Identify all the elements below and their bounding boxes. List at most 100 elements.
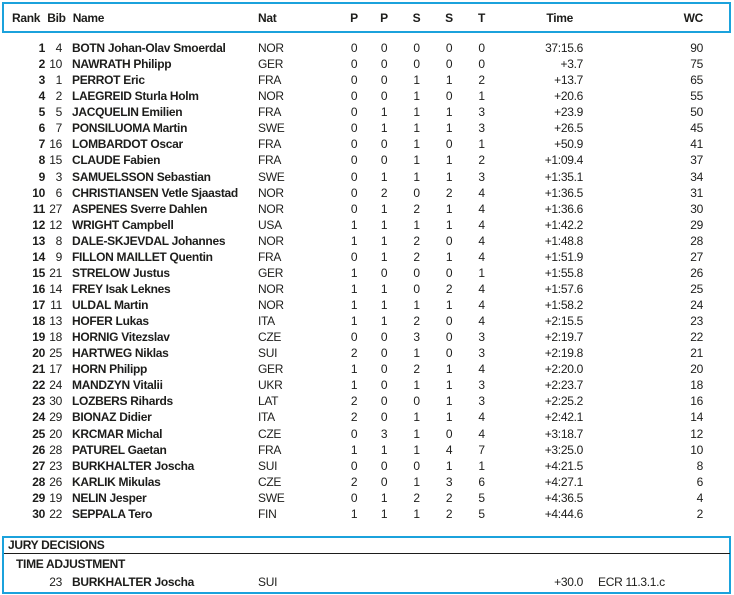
col-header-nat: Nat	[258, 10, 277, 25]
p2-cell: 1	[380, 490, 388, 505]
total-cell: 4	[478, 217, 485, 232]
s1-cell: 0	[413, 41, 420, 55]
p2-cell: 1	[380, 314, 388, 329]
s1-cell: 1	[413, 121, 420, 136]
total-cell: 1	[478, 458, 485, 473]
p1-cell: 1	[350, 378, 358, 393]
s2-cell: 4	[445, 442, 453, 457]
s2-cell: 1	[445, 217, 453, 232]
bib-cell: 26	[49, 474, 62, 489]
bib-cell: 25	[49, 346, 62, 361]
time-cell: +3:18.7	[544, 426, 584, 441]
wc-cell: 23	[690, 314, 703, 329]
time-cell: +2:23.7	[544, 378, 584, 393]
name-cell: NAWRATH Philipp	[72, 57, 172, 72]
bib-cell: 18	[49, 330, 62, 345]
result-row: 25 20 KRCMAR Michal CZE 0 3 1 0 4 +3:18.7 12	[0, 426, 734, 442]
rank-cell: 23	[32, 394, 45, 409]
s1-cell: 0	[413, 265, 420, 280]
result-row: 5 5 JACQUELIN Emilien FRA 0 1 1 1 3 +23.9 50	[0, 104, 734, 120]
bib-cell: 24	[49, 378, 62, 393]
bib-cell: 12	[49, 217, 62, 232]
time-cell: +20.6	[554, 89, 583, 104]
result-row: 8 15 CLAUDE Fabien FRA 0 0 1 1 2 +1:09.4 37	[0, 152, 734, 168]
s2-cell: 1	[445, 362, 453, 377]
p2-cell: 0	[380, 41, 388, 55]
p2-cell: 0	[380, 73, 388, 88]
total-cell: 4	[478, 426, 485, 441]
total-cell: 4	[478, 249, 485, 264]
rank-cell: 24	[32, 410, 45, 425]
p2-cell: 1	[380, 249, 388, 264]
p1-cell: 0	[350, 153, 358, 168]
col-header-total: T	[477, 10, 486, 25]
time-cell: +4:21.5	[544, 458, 584, 473]
s1-cell: 1	[413, 73, 420, 88]
name-cell: ASPENES Sverre Dahlen	[72, 201, 208, 216]
rank-cell: 7	[38, 137, 46, 152]
nat-cell: NOR	[258, 89, 284, 104]
bib-cell: 7	[55, 121, 63, 136]
col-header-wc: WC	[683, 10, 704, 25]
total-cell: 4	[478, 201, 485, 216]
p2-cell: 0	[380, 89, 388, 104]
bib-cell: 30	[49, 394, 62, 409]
p1-cell: 0	[350, 73, 358, 88]
p2-cell: 2	[380, 185, 388, 200]
s2-cell: 0	[445, 41, 453, 55]
p2-cell: 0	[380, 394, 388, 409]
nat-cell: ITA	[258, 314, 275, 329]
name-cell: WRIGHT Campbell	[72, 217, 174, 232]
bib-cell: 14	[49, 281, 62, 296]
name-cell: SAMUELSSON Sebastian	[72, 169, 211, 184]
total-cell: 4	[478, 185, 485, 200]
name-cell: LOMBARDOT Oscar	[72, 137, 183, 152]
bib-cell: 11	[50, 298, 62, 312]
wc-cell: 45	[690, 121, 703, 136]
result-row: 21 17 HORN Philipp GER 1 0 2 1 4 +2:20.0 20	[0, 361, 734, 377]
rank-cell: 16	[32, 281, 45, 296]
rank-cell: 3	[38, 73, 46, 88]
total-cell: 6	[478, 474, 485, 489]
nat-cell: SUI	[258, 575, 278, 589]
time-cell: +2:42.1	[544, 410, 584, 425]
rank-cell: 25	[32, 426, 45, 441]
wc-cell: 22	[690, 330, 703, 345]
total-cell: 5	[478, 490, 485, 505]
nat-cell: GER	[258, 265, 284, 280]
bib-cell: 15	[49, 153, 62, 168]
wc-cell: 31	[690, 185, 703, 200]
bib-cell: 1	[55, 73, 63, 88]
s2-cell: 1	[445, 410, 453, 425]
p1-cell: 0	[350, 249, 358, 264]
nat-cell: SUI	[258, 458, 278, 473]
p1-cell: 1	[350, 233, 358, 248]
s2-cell: 0	[445, 137, 453, 152]
p1-cell: 1	[350, 298, 358, 312]
s1-cell: 2	[413, 314, 420, 329]
s1-cell: 2	[413, 490, 420, 505]
s2-cell: 2	[445, 185, 453, 200]
s1-cell: 1	[413, 426, 420, 441]
bib-cell: 9	[55, 249, 63, 264]
total-cell: 3	[478, 346, 485, 361]
name-cell: HORNIG Vitezslav	[72, 330, 170, 345]
bib-cell: 8	[55, 233, 63, 248]
p2-cell: 1	[380, 442, 388, 457]
nat-cell: CZE	[258, 426, 282, 441]
s2-cell: 2	[445, 281, 453, 296]
bib-cell: 17	[49, 362, 62, 377]
p2-cell: 1	[380, 233, 388, 248]
p1-cell: 2	[350, 474, 358, 489]
name-cell: PERROT Eric	[72, 73, 145, 88]
wc-cell: 50	[690, 105, 703, 120]
total-cell: 3	[478, 105, 485, 120]
header-left-group: Rank Bib Name	[0, 11, 258, 25]
p1-cell: 2	[350, 410, 358, 425]
col-header-standing2: S	[445, 10, 453, 25]
name-cell: ULDAL Martin	[72, 298, 149, 312]
wc-cell: 26	[690, 265, 703, 280]
result-row: 15 21 STRELOW Justus GER 1 0 0 0 1 +1:55.8 26	[0, 265, 734, 281]
name-cell: KRCMAR Michal	[72, 426, 163, 441]
total-cell: 3	[478, 378, 485, 393]
